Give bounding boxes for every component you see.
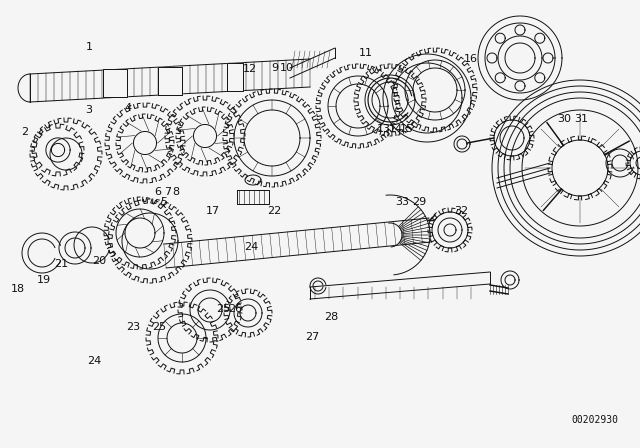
Text: 29: 29 xyxy=(412,198,426,207)
Text: 4: 4 xyxy=(124,103,132,112)
Text: 11: 11 xyxy=(359,48,373,58)
Text: 6: 6 xyxy=(155,187,161,197)
Text: 31: 31 xyxy=(574,114,588,124)
Text: 8: 8 xyxy=(172,187,180,197)
Text: 7: 7 xyxy=(164,187,172,197)
Text: 19: 19 xyxy=(36,275,51,285)
Polygon shape xyxy=(103,69,127,98)
Text: 32: 32 xyxy=(454,207,468,216)
Text: 2: 2 xyxy=(20,127,28,137)
Text: 3: 3 xyxy=(85,105,92,115)
Text: 24: 24 xyxy=(244,242,258,252)
Polygon shape xyxy=(227,63,243,91)
Text: 27: 27 xyxy=(305,332,319,342)
Text: 12: 12 xyxy=(243,65,257,74)
Polygon shape xyxy=(158,66,182,95)
Text: 24: 24 xyxy=(88,356,102,366)
Text: 1: 1 xyxy=(86,42,93,52)
Text: 16: 16 xyxy=(463,54,477,64)
Text: 14: 14 xyxy=(388,124,403,134)
Text: 18: 18 xyxy=(11,284,25,294)
Text: 20: 20 xyxy=(92,256,106,266)
Text: 21: 21 xyxy=(54,259,68,269)
Text: 10: 10 xyxy=(280,63,294,73)
Text: 33: 33 xyxy=(395,198,409,207)
Text: 13: 13 xyxy=(377,124,391,134)
Text: 25: 25 xyxy=(152,322,166,332)
Text: 22: 22 xyxy=(267,207,281,216)
Text: 15: 15 xyxy=(400,124,414,134)
Text: 28: 28 xyxy=(324,312,339,322)
Text: 26: 26 xyxy=(228,304,243,314)
Text: 5: 5 xyxy=(160,198,166,207)
Text: 17: 17 xyxy=(205,206,220,215)
Text: 30: 30 xyxy=(557,114,572,124)
Text: 25: 25 xyxy=(216,304,230,314)
Text: 9: 9 xyxy=(271,63,279,73)
Text: 23: 23 xyxy=(126,322,140,332)
Text: 00202930: 00202930 xyxy=(572,415,618,425)
